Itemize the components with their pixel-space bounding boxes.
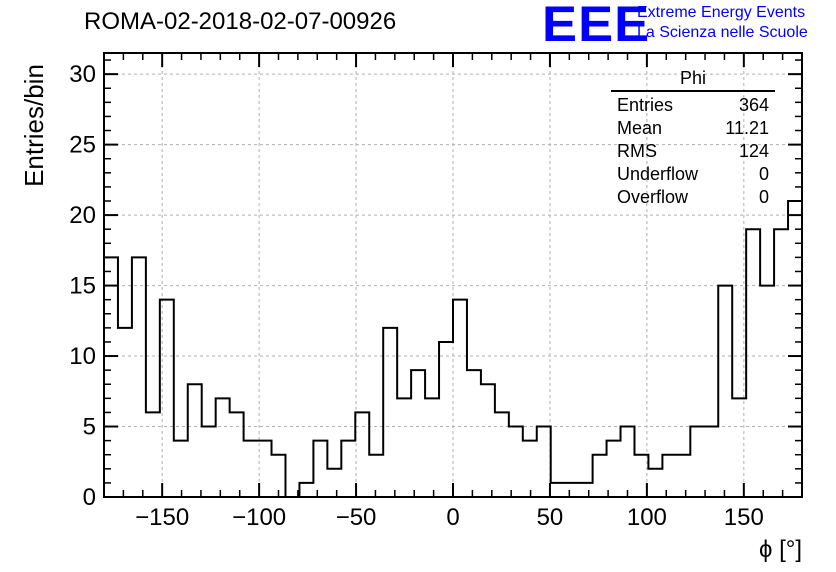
histogram-bin — [188, 384, 202, 497]
x-tick-label: −100 — [232, 504, 286, 531]
histogram-bin — [383, 328, 397, 497]
histogram-bin — [146, 412, 160, 497]
stats-row-rms: RMS 124 — [611, 140, 775, 163]
histogram-bin — [676, 455, 690, 497]
histogram-bin — [662, 455, 676, 497]
histogram-bin — [551, 483, 565, 497]
stats-title: Phi — [611, 66, 775, 92]
histogram-bin — [788, 201, 802, 497]
stats-label: RMS — [617, 141, 657, 161]
histogram-bin — [313, 441, 327, 497]
histogram-bin — [732, 398, 746, 497]
stats-label: Underflow — [617, 164, 699, 184]
histogram-bin — [704, 427, 718, 497]
y-axis-label: Entries/bin — [19, 64, 49, 187]
x-tick-label: 100 — [627, 504, 667, 531]
stats-row-entries: Entries 364 — [611, 94, 775, 117]
histogram-bin — [495, 412, 509, 497]
histogram-bin — [481, 384, 495, 497]
histogram-bin — [523, 441, 537, 497]
histogram-bin — [467, 370, 481, 497]
histogram-bin — [355, 412, 369, 497]
histogram-bin — [230, 412, 244, 497]
histogram-bin — [411, 370, 425, 497]
logo-line-2: La Scienza nelle Scuole — [637, 24, 808, 41]
chart-title: ROMA-02-2018-02-07-00926 — [84, 8, 397, 35]
logo-line-1: Extreme Energy Events — [637, 4, 806, 21]
y-tick-label: 25 — [69, 132, 96, 159]
y-tick-label: 15 — [69, 273, 96, 300]
stats-value: 11.21 — [725, 118, 769, 138]
histogram-bin — [621, 427, 635, 497]
histogram-bin — [160, 300, 174, 497]
x-tick-label: −150 — [135, 504, 189, 531]
histogram-bin — [104, 257, 118, 497]
histogram-bin — [174, 441, 188, 497]
eee-logo: EEE — [542, 0, 651, 52]
histogram-bin — [537, 427, 551, 497]
stats-label: Entries — [617, 95, 674, 115]
histogram-bin — [132, 257, 146, 497]
x-axis-label: ϕ [°] — [758, 536, 802, 563]
histogram-bin — [607, 441, 621, 497]
histogram-bin — [648, 469, 662, 497]
stats-row-underflow: Underflow 0 — [611, 163, 775, 186]
y-tick-label: 5 — [83, 414, 96, 441]
histogram-bin — [202, 427, 216, 497]
histogram-bin — [439, 342, 453, 497]
histogram-bin — [341, 441, 355, 497]
x-tick-label: 50 — [537, 504, 564, 531]
histogram-bin — [760, 286, 774, 497]
stats-box: Phi Entries 364 Mean 11.21 RMS 124 Under… — [611, 66, 775, 209]
stats-label: Overflow — [617, 187, 689, 207]
y-tick-label: 20 — [69, 202, 96, 229]
histogram-bin — [327, 469, 341, 497]
stats-row-overflow: Overflow 0 — [611, 186, 775, 209]
y-tick-label: 30 — [69, 61, 96, 88]
stats-value: 0 — [758, 164, 769, 184]
histogram-bin — [425, 398, 439, 497]
y-tick-label: 10 — [69, 343, 96, 370]
histogram-bin — [244, 441, 258, 497]
histogram-bin — [690, 427, 704, 497]
stats-row-mean: Mean 11.21 — [611, 117, 775, 140]
x-tick-label: −50 — [336, 504, 377, 531]
histogram-bin — [397, 398, 411, 497]
histogram-bin — [216, 398, 230, 497]
histogram-bin — [746, 229, 760, 497]
histogram-bin — [718, 286, 732, 497]
histogram-bin — [579, 483, 593, 497]
stats-label: Mean — [617, 118, 663, 138]
histogram-bin — [453, 300, 467, 497]
histogram-bin — [565, 483, 579, 497]
histogram-bin — [509, 427, 523, 497]
histogram-bin — [369, 455, 383, 497]
y-tick-label: 0 — [83, 484, 96, 511]
histogram-bin — [118, 328, 132, 497]
x-tick-label: 150 — [724, 504, 764, 531]
x-tick-label: 0 — [446, 504, 459, 531]
stats-value: 364 — [738, 95, 769, 115]
stats-value: 0 — [758, 187, 769, 207]
histogram-outline — [104, 200, 802, 498]
histogram-bin — [774, 229, 788, 497]
histogram-bin — [299, 483, 313, 497]
stats-value: 124 — [738, 141, 769, 161]
histogram-bin — [593, 455, 607, 497]
